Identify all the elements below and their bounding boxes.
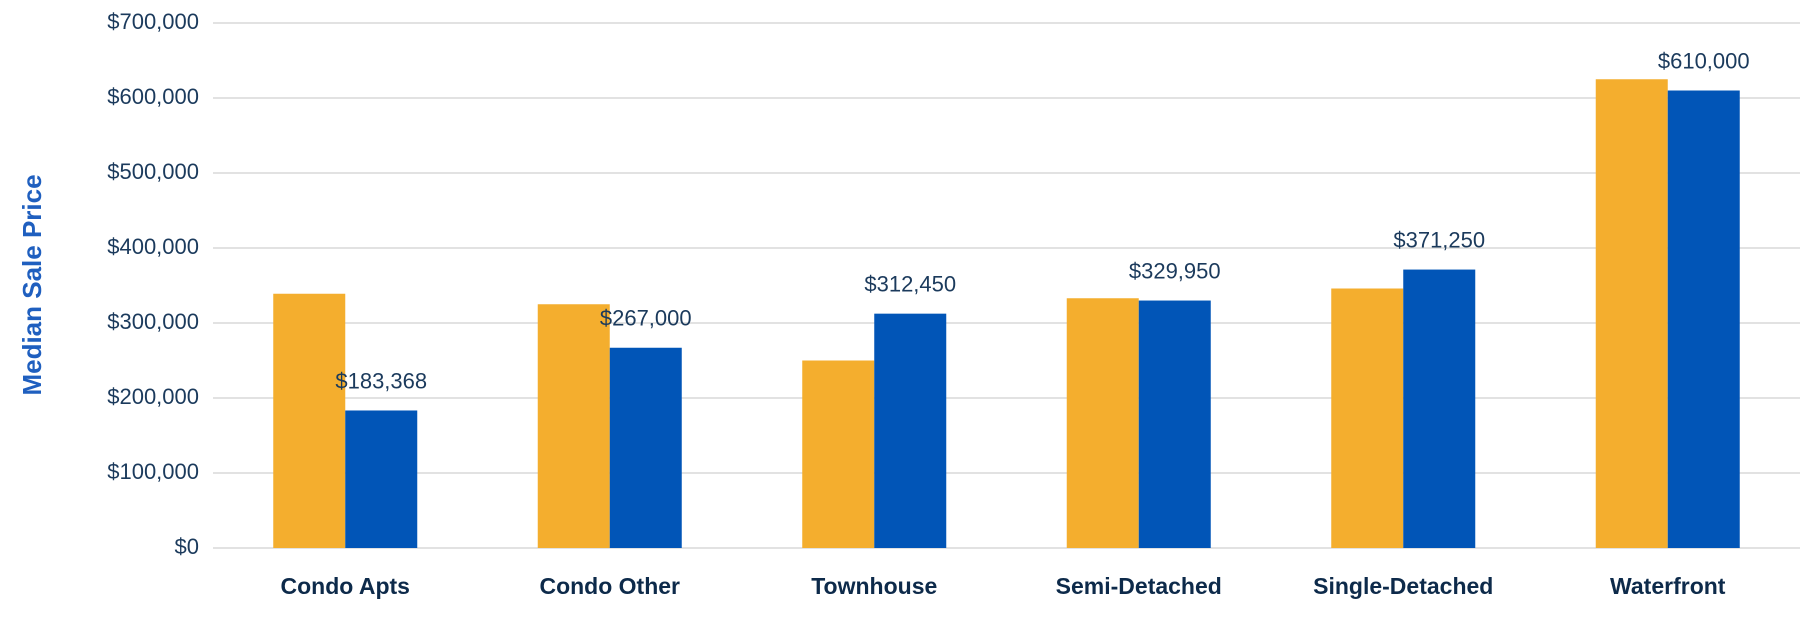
y-tick-label: $100,000 (107, 459, 199, 484)
bar (1066, 298, 1139, 548)
x-tick-label: Condo Apts (281, 573, 410, 599)
data-label: $267,000 (600, 306, 692, 331)
bar (1138, 300, 1211, 548)
y-tick-label: $700,000 (107, 9, 199, 34)
y-axis-label: Median Sale Price (17, 174, 47, 395)
bar (802, 360, 875, 548)
y-tick-label: $500,000 (107, 159, 199, 184)
data-label: $371,250 (1393, 227, 1485, 252)
bar (273, 293, 346, 548)
x-tick-label: Townhouse (811, 573, 937, 599)
data-label: $610,000 (1658, 48, 1750, 73)
bar (609, 347, 682, 548)
y-tick-label: $600,000 (107, 84, 199, 109)
bar (537, 304, 610, 548)
bar (1667, 90, 1740, 548)
bar (1331, 288, 1404, 548)
x-tick-label: Single-Detached (1313, 573, 1493, 599)
y-tick-label: $0 (175, 534, 199, 559)
data-label: $312,450 (864, 271, 956, 296)
y-tick-label: $200,000 (107, 384, 199, 409)
x-tick-label: Condo Other (539, 573, 680, 599)
data-label: $329,950 (1129, 258, 1221, 283)
bar (874, 313, 947, 548)
bar (1595, 79, 1668, 548)
data-label: $183,368 (335, 368, 427, 393)
y-tick-label: $300,000 (107, 309, 199, 334)
x-tick-label: Waterfront (1610, 573, 1726, 599)
y-tick-label: $400,000 (107, 234, 199, 259)
x-tick-label: Semi-Detached (1056, 573, 1222, 599)
bar (1403, 269, 1476, 548)
bar (345, 410, 418, 548)
